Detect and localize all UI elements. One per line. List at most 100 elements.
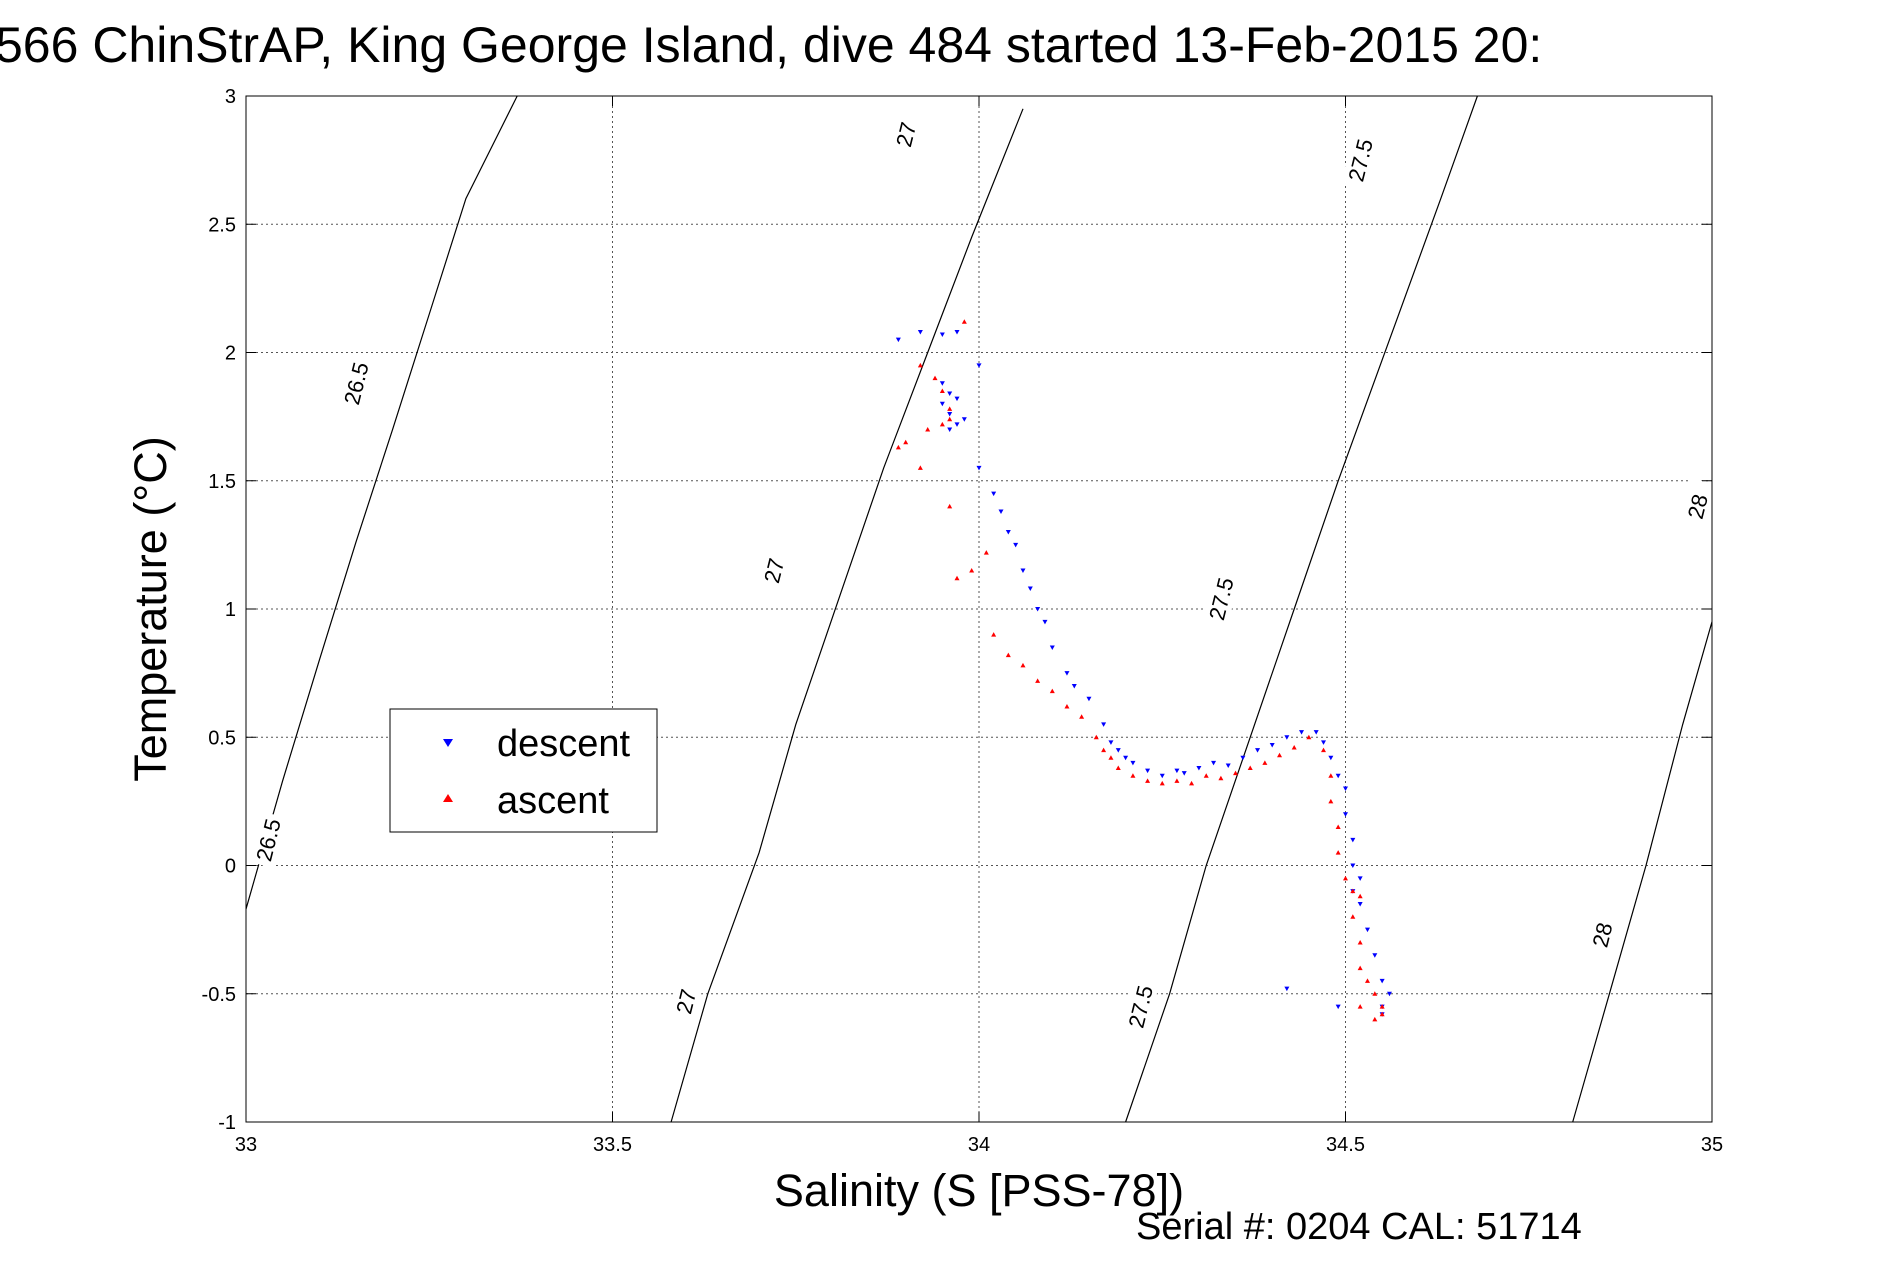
x-axis-label: Salinity (S [PSS-78]) — [774, 1165, 1184, 1216]
ascent-point — [1218, 775, 1224, 781]
ascent-point — [1233, 770, 1239, 776]
ascent-point — [939, 388, 945, 393]
descent-point — [1042, 619, 1048, 625]
ascent-point — [1159, 780, 1165, 786]
ascent-point — [1328, 773, 1334, 778]
y-tick-label: 0 — [225, 856, 236, 878]
contour-label-27: 27 — [671, 987, 701, 1017]
descent-point — [1181, 771, 1187, 776]
descent-point — [1372, 953, 1378, 958]
descent-point — [1020, 568, 1026, 574]
descent-point — [1027, 586, 1033, 591]
descent-point — [1343, 786, 1348, 792]
ascent-point — [1035, 678, 1041, 683]
grid-lines — [246, 96, 1712, 1122]
density-contour-27 — [670, 108, 1024, 1123]
descent-point — [1071, 683, 1077, 689]
descent-point — [1364, 927, 1370, 933]
ascent-point — [1093, 734, 1099, 740]
ascent-point — [1005, 652, 1011, 658]
contour-label-28: 28 — [1683, 492, 1713, 522]
series-ascent — [895, 319, 1385, 1022]
ascent-point — [1101, 747, 1107, 753]
descent-point — [939, 332, 945, 338]
descent-point — [1174, 768, 1180, 774]
descent-point — [1101, 722, 1107, 727]
descent-point — [1335, 773, 1341, 779]
ascent-point — [983, 550, 989, 555]
descent-point — [1240, 755, 1246, 761]
descent-point — [1064, 671, 1070, 676]
descent-point — [1379, 978, 1385, 984]
descent-point — [998, 509, 1004, 515]
legend: descent ascent — [389, 708, 658, 833]
x-tick-label: 33 — [235, 1134, 257, 1156]
descent-point — [1386, 991, 1392, 997]
y-tick-label: -0.5 — [202, 984, 236, 1006]
descent-point — [1350, 837, 1356, 843]
ascent-point — [1064, 703, 1070, 709]
descent-point — [895, 337, 901, 343]
y-tick-label: 1.5 — [208, 471, 236, 493]
descent-point — [1035, 607, 1041, 612]
descent-point — [1335, 1004, 1341, 1010]
ascent-point — [1174, 778, 1180, 783]
ascent-point — [991, 632, 997, 637]
axis-ticks — [245, 95, 1713, 1123]
y-tick-label: 3 — [225, 86, 236, 108]
contour-label-bg — [337, 354, 375, 412]
descent-point — [1357, 876, 1363, 881]
contour-label-bg — [249, 811, 287, 869]
serial-cal-footer: Serial #: 0204 CAL: 51714 — [1136, 1206, 1582, 1248]
descent-point — [947, 427, 953, 432]
descent-point — [954, 396, 960, 402]
ascent-point — [1372, 1016, 1378, 1022]
ascent-point — [1350, 914, 1356, 919]
contour-label-bg — [754, 542, 793, 599]
ascent-point — [1357, 965, 1363, 971]
descent-point — [1211, 760, 1217, 766]
ascent-point — [947, 503, 953, 509]
ascent-point — [903, 439, 909, 445]
ascent-point — [917, 362, 923, 368]
ascent-point — [1291, 745, 1297, 750]
ascent-point — [954, 575, 960, 581]
legend-marker-descent — [443, 739, 453, 747]
chart-title: 566 ChinStrAP, King George Island, dive … — [0, 17, 1542, 73]
descent-point — [1284, 986, 1290, 992]
y-tick-label: 2.5 — [208, 214, 236, 236]
ascent-point — [1020, 662, 1026, 668]
descent-point — [939, 401, 945, 407]
density-contour-27.5 — [1125, 95, 1478, 1123]
ascent-point — [1357, 939, 1363, 945]
ascent-point — [1335, 850, 1341, 855]
ascent-point — [1108, 755, 1114, 760]
descent-point — [1130, 760, 1136, 766]
ascent-point — [895, 444, 901, 450]
ascent-point — [1364, 978, 1370, 983]
descent-point — [1328, 755, 1334, 761]
ascent-point — [961, 319, 967, 324]
descent-point — [917, 329, 923, 335]
descent-point — [1284, 735, 1290, 740]
y-tick-label: 2 — [225, 343, 236, 365]
descent-point — [1086, 696, 1092, 702]
ascent-point — [939, 421, 945, 427]
descent-point — [976, 465, 982, 471]
legend-box — [389, 708, 658, 833]
legend-label-descent: descent — [497, 723, 631, 765]
ascent-point — [1350, 888, 1356, 894]
descent-point — [1343, 812, 1348, 817]
ascent-point — [1189, 780, 1195, 786]
y-axis-label: Temperature (°C) — [125, 436, 176, 782]
ascent-point — [1321, 747, 1327, 753]
y-tick-label: -1 — [218, 1112, 236, 1134]
contour-label-bg — [1341, 131, 1380, 189]
x-tick-label: 34.5 — [1326, 1134, 1365, 1156]
legend-label-ascent: ascent — [497, 780, 609, 822]
descent-point — [991, 491, 997, 497]
contour-label-27: 27 — [759, 556, 789, 586]
ascent-point — [1379, 1011, 1385, 1017]
density-contour-28 — [1572, 621, 1713, 1123]
